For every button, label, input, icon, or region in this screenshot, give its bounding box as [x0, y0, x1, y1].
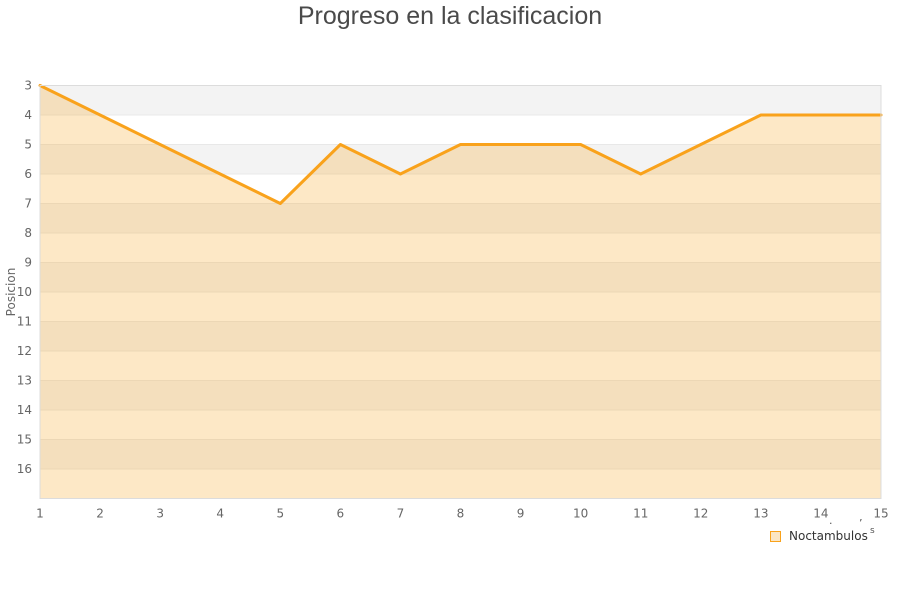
y-tick-label: 12 — [17, 344, 32, 358]
grid-band — [40, 380, 881, 410]
y-tick-label: 16 — [17, 462, 32, 476]
x-tick-label: 5 — [276, 507, 284, 521]
x-tick-label: 14 — [813, 507, 828, 521]
series-area — [40, 85, 881, 499]
y-tick-label: 15 — [17, 433, 32, 447]
artifact-dot: · — [829, 517, 833, 530]
y-tick-label: 7 — [24, 197, 32, 211]
y-tick-label: 13 — [17, 374, 32, 388]
y-tick-label: 11 — [17, 315, 32, 329]
grid-band — [40, 321, 881, 351]
grid-band — [40, 203, 881, 233]
y-tick-label: 3 — [24, 79, 32, 93]
series-line — [38, 84, 883, 205]
x-tick-label: 1 — [36, 507, 44, 521]
chart-title: Progreso en la clasificacion — [297, 2, 603, 30]
x-tick-label: 11 — [633, 507, 648, 521]
x-tick-label: 2 — [96, 507, 104, 521]
x-tick-label: 12 — [693, 507, 708, 521]
artifact-tick: ’ — [859, 517, 863, 530]
y-tick-label: 10 — [17, 285, 32, 299]
grid-band — [40, 85, 881, 115]
grid-band — [40, 439, 881, 469]
legend-swatch-icon — [770, 530, 781, 542]
y-tick-label: 14 — [17, 403, 32, 417]
x-tick-label: 13 — [753, 507, 768, 521]
x-tick-label: 15 — [873, 507, 888, 521]
x-tick-label: 3 — [156, 507, 164, 521]
x-tick-label: 7 — [397, 507, 405, 521]
y-tick-label: 4 — [24, 108, 32, 122]
x-tick-label: 9 — [517, 507, 525, 521]
x-tick-label: 4 — [216, 507, 224, 521]
y-tick-label: 9 — [24, 256, 32, 270]
grid-band — [40, 262, 881, 292]
plot-border — [39, 85, 882, 499]
grid-band — [40, 144, 881, 174]
y-tick-label: 8 — [24, 226, 32, 240]
y-tick-label: 5 — [24, 138, 32, 152]
legend-label: Noctambulos — [789, 529, 868, 543]
x-tick-label: 8 — [457, 507, 465, 521]
x-tick-label: 10 — [573, 507, 588, 521]
y-tick-label: 6 — [24, 167, 32, 181]
x-tick-label: 6 — [337, 507, 345, 521]
artifact-s-text: s — [870, 526, 875, 536]
legend-item-noctambulos[interactable]: Noctambulos — [770, 529, 868, 543]
